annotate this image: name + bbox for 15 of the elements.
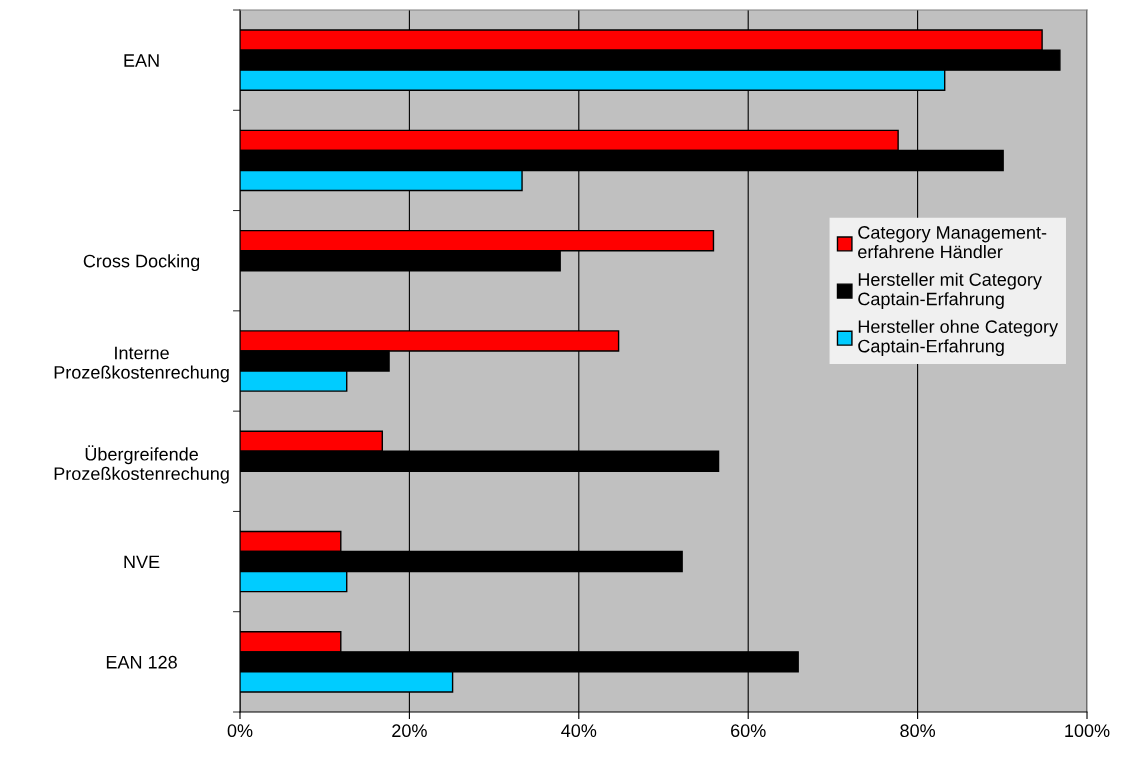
- legend-label: Hersteller ohne Category Captain-Erfahrung: [858, 319, 1059, 357]
- x-tick-label: 20%: [392, 724, 427, 738]
- x-tick-label: 80%: [900, 724, 936, 738]
- y-tick-label: EAN 128: [106, 655, 177, 669]
- x-tick-label: 0%: [227, 724, 253, 738]
- x-tick-label: 40%: [561, 724, 597, 738]
- y-tick-label: Cross Docking: [83, 254, 200, 271]
- y-tick-label: NVE: [124, 555, 160, 569]
- y-tick-label: EAN: [124, 54, 159, 67]
- legend-label: Hersteller mit Category Captain-Erfahrung: [858, 272, 1042, 309]
- y-tick-label: Übergreifende Prozeßkostenrechung: [54, 445, 229, 484]
- legend-label: Category Management- erfahrene Händler: [858, 226, 1047, 259]
- y-tick-label: Interne Prozeßkostenrechung: [54, 346, 229, 383]
- x-tick-label: 60%: [731, 724, 766, 738]
- x-tick-label: 100%: [1065, 724, 1110, 738]
